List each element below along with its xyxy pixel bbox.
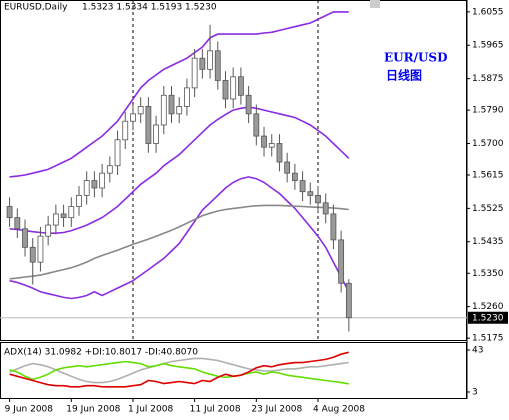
y-tick-label: 1.5700 [472, 139, 504, 149]
shift-marker [370, 0, 380, 8]
candle-body [91, 180, 98, 189]
indicator-line [9, 106, 350, 234]
y-tick-label: 1.5350 [472, 269, 504, 279]
y-tick-label: 1.5175 [472, 334, 504, 344]
x-tick-label: 1 Jul 2008 [128, 405, 173, 415]
candle-body [14, 217, 21, 230]
candle-body [268, 143, 275, 148]
annotation: EUR/USD [384, 51, 448, 65]
candle-body [291, 172, 298, 181]
candle-body [307, 191, 314, 196]
y-tick-label: 1.5525 [472, 204, 504, 214]
y-tick-label: 1.5435 [472, 237, 504, 247]
candle-body [160, 94, 167, 126]
candle-body [22, 228, 28, 248]
candle-body [37, 235, 44, 263]
candle-body [137, 106, 144, 115]
last-price-label: 1.5230 [472, 313, 504, 323]
main-panel [0, 0, 467, 341]
candle-body [330, 213, 337, 241]
indicator-line [9, 351, 349, 388]
candle-body [299, 180, 306, 193]
annotation: 日线图 [386, 68, 422, 83]
candle-body [191, 57, 198, 89]
candle-body [29, 246, 36, 263]
candle-body [176, 106, 183, 115]
candle-body [253, 113, 260, 137]
adx-panel [0, 342, 467, 399]
candle-body [6, 206, 13, 219]
candle-body [261, 135, 267, 148]
y-tick-label: 1.5260 [472, 302, 504, 312]
x-tick-label: 4 Aug 2008 [313, 405, 365, 415]
candle-body [230, 76, 237, 100]
chart-title: EURUSD,Daily [4, 3, 68, 13]
candle-body [68, 206, 75, 219]
candle-body [52, 213, 59, 226]
candle-body [222, 80, 229, 100]
candle-body [237, 76, 244, 96]
candle-body [145, 106, 152, 144]
x-tick-label: 11 Jul 2008 [190, 405, 241, 415]
candle-body [153, 124, 159, 144]
x-tick-label: 9 Jun 2008 [5, 405, 54, 415]
indicator-line [9, 11, 349, 178]
candle-body [60, 213, 67, 219]
indicator-line [9, 360, 349, 385]
candle-body [122, 120, 129, 141]
candle-body [184, 87, 190, 107]
candle-body [315, 194, 321, 204]
candle-body [199, 57, 206, 70]
candle-body [45, 224, 52, 237]
candle-body [214, 50, 221, 81]
candle-body [76, 194, 82, 207]
candle-body [207, 50, 213, 70]
indicator-line [9, 357, 349, 384]
candle-body [130, 113, 136, 122]
y-tick-label: 1.5790 [472, 106, 504, 116]
candle-body [114, 139, 121, 167]
y-tick-label: 1.5875 [472, 74, 504, 84]
candle-body [106, 165, 113, 174]
candle-body [83, 180, 90, 196]
candle-body [338, 239, 345, 284]
indicator-line [9, 204, 349, 280]
y-tick-label: 3 [472, 388, 478, 398]
candle-body [322, 202, 329, 215]
y-tick-label: 1.5615 [472, 171, 504, 181]
candle-body [284, 161, 291, 174]
y-tick-label: 43 [472, 345, 483, 355]
x-tick-label: 23 Jul 2008 [251, 405, 302, 415]
candle-body [168, 94, 175, 115]
last-price-box [468, 311, 508, 324]
candle-body [276, 143, 283, 163]
candle-body [345, 282, 352, 319]
y-tick-label: 1.6055 [472, 7, 504, 17]
y-tick-label: 1.5965 [472, 41, 504, 51]
indicator-title: ADX(14) 31.0982 +DI:10.8017 -DI:40.8070 [4, 348, 198, 358]
ohlc-values: 1.5323 1.5334 1.5193 1.5230 [82, 3, 217, 13]
candle-body [245, 94, 252, 115]
candle-body [99, 172, 106, 189]
x-tick-label: 19 Jun 2008 [66, 405, 120, 415]
